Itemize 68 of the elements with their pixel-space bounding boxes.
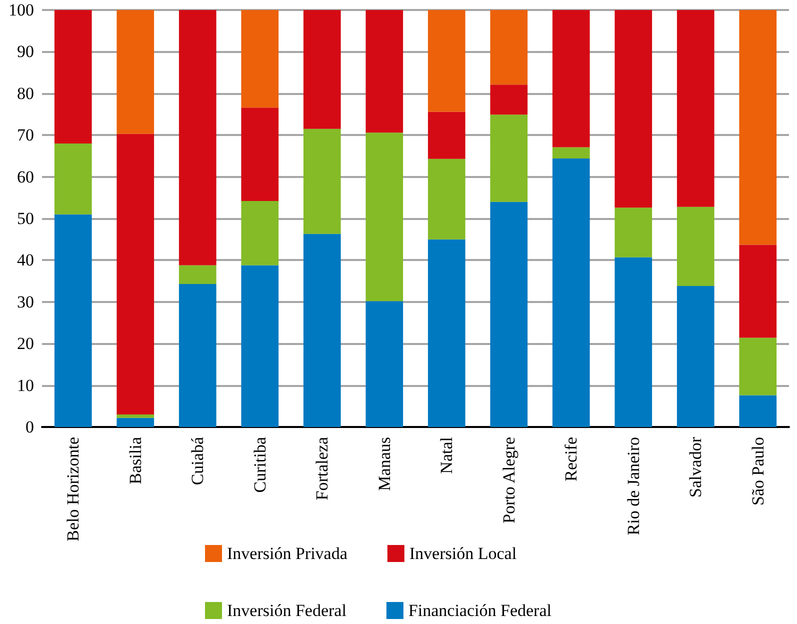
- bar: [552, 158, 590, 427]
- bar: [490, 114, 528, 202]
- x-tick-label: Fortaleza: [312, 436, 332, 500]
- legend-label: Inversión Federal: [227, 601, 347, 620]
- x-tick-label: São Paulo: [748, 437, 768, 506]
- bar: [614, 208, 652, 258]
- bar: [241, 200, 279, 266]
- legend-label: Inversión Privada: [227, 544, 348, 563]
- bar: [366, 301, 404, 427]
- y-tick-label: 70: [17, 126, 34, 145]
- bar: [490, 10, 528, 85]
- y-tick-label: 60: [17, 167, 34, 186]
- x-tick-label: Curitiba: [250, 436, 270, 493]
- bar: [490, 202, 528, 427]
- bar: [303, 10, 341, 129]
- bar: [676, 10, 714, 207]
- bar: [54, 10, 92, 144]
- x-tick-label: Cuiabá: [188, 436, 208, 486]
- bar: [739, 244, 777, 338]
- bar: [676, 286, 714, 427]
- bar: [303, 234, 341, 427]
- y-tick-label: 10: [17, 376, 34, 395]
- bar: [241, 108, 279, 201]
- bar: [490, 84, 528, 115]
- bar: [116, 414, 154, 418]
- x-tick-label: Natal: [437, 436, 456, 474]
- y-tick-label: 90: [17, 42, 34, 62]
- x-tick-label: Salvador: [686, 436, 706, 498]
- bar: [116, 418, 154, 427]
- x-tick-label: Porto Alegre: [499, 437, 518, 524]
- bar: [428, 10, 466, 112]
- bar: [178, 284, 216, 427]
- bar: [178, 265, 216, 284]
- x-tick-label: Manaus: [374, 437, 394, 491]
- x-tick-label: Recife: [562, 437, 581, 482]
- bar: [241, 10, 279, 108]
- bar: [428, 239, 466, 427]
- x-tick-label: Rio de Janeiro: [624, 437, 643, 536]
- y-tick-label: 30: [17, 292, 34, 312]
- y-tick-label: 20: [17, 334, 34, 354]
- x-tick-label: Basilia: [126, 436, 145, 484]
- y-tick-label: 80: [17, 84, 34, 103]
- bar: [614, 10, 652, 208]
- bar: [366, 132, 404, 302]
- x-tick-label: Belo Horizonte: [64, 437, 83, 542]
- bar: [428, 112, 466, 159]
- bar: [739, 338, 777, 396]
- bar: [178, 10, 216, 266]
- bar: [303, 128, 341, 234]
- bar: [366, 10, 404, 133]
- bar: [614, 257, 652, 427]
- bar: [739, 395, 777, 427]
- y-tick-label: 40: [17, 250, 34, 270]
- bar: [116, 10, 154, 134]
- bar: [739, 10, 777, 245]
- legend-label: Financiación Federal: [408, 601, 552, 620]
- bar: [241, 265, 279, 427]
- bar: [676, 206, 714, 286]
- bar: [116, 134, 154, 414]
- bar: [54, 214, 92, 427]
- bar: [428, 158, 466, 240]
- y-tick-label: 0: [26, 418, 34, 436]
- bar: [54, 143, 92, 214]
- y-tick-label: 50: [17, 209, 34, 228]
- legend-label: Inversión Local: [409, 544, 517, 563]
- bar: [552, 10, 590, 148]
- bar: [552, 147, 590, 158]
- y-tick-label: 100: [8, 0, 34, 20]
